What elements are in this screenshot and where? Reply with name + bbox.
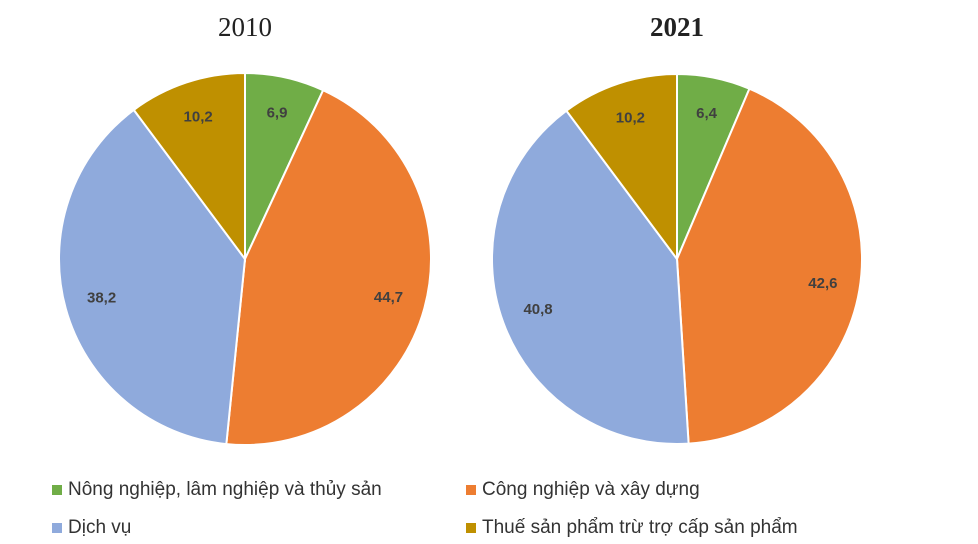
data-label: 44,7 bbox=[374, 289, 403, 306]
data-label: 10,2 bbox=[616, 110, 645, 127]
pie-slice bbox=[675, 87, 863, 445]
data-label: 6,9 bbox=[267, 105, 288, 122]
data-label: 6,4 bbox=[696, 105, 718, 122]
data-label: 40,8 bbox=[523, 301, 552, 318]
data-label: 42,6 bbox=[808, 275, 837, 292]
chart-title: 2021 bbox=[650, 12, 704, 42]
legend-label: Nông nghiệp, lâm nghiệp và thủy sản bbox=[68, 479, 382, 500]
pie-slice bbox=[58, 108, 247, 446]
pie-slice bbox=[564, 72, 678, 263]
legend-swatch bbox=[466, 523, 476, 533]
legend-label: Thuế sản phẩm trừ trợ cấp sản phẩm bbox=[482, 517, 798, 538]
legend-swatch bbox=[52, 485, 62, 495]
legend-label: Dịch vụ bbox=[68, 517, 131, 538]
legend-swatch bbox=[466, 485, 476, 495]
pie-slice bbox=[491, 109, 690, 445]
pie-slice bbox=[225, 88, 432, 446]
pie-slice bbox=[132, 71, 246, 263]
data-label: 10,2 bbox=[184, 109, 213, 126]
legend-swatch bbox=[52, 523, 62, 533]
legend-label: Công nghiệp và xây dựng bbox=[482, 479, 700, 500]
data-label: 38,2 bbox=[87, 290, 116, 307]
chart-title: 2010 bbox=[218, 12, 272, 42]
